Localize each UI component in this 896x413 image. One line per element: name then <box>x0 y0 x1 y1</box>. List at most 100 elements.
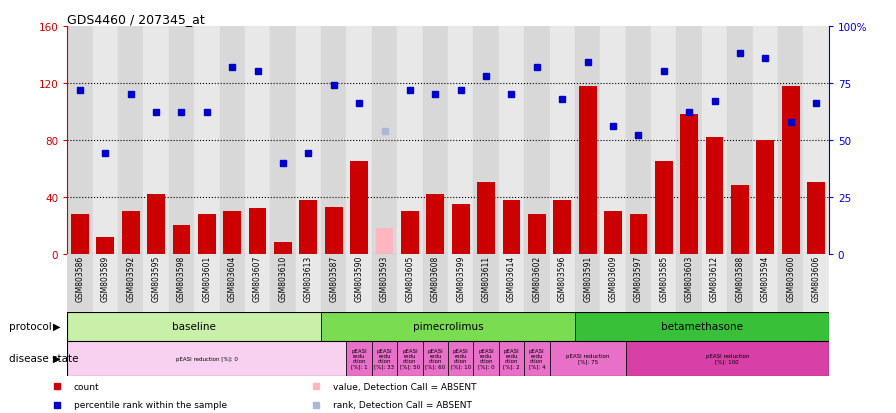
Bar <box>651 254 676 312</box>
Text: value, Detection Call = ABSENT: value, Detection Call = ABSENT <box>332 382 476 391</box>
Text: GSM803600: GSM803600 <box>786 255 796 301</box>
Text: GSM803587: GSM803587 <box>329 255 339 301</box>
Bar <box>372 27 397 254</box>
Bar <box>245 254 271 312</box>
Bar <box>676 27 702 254</box>
Bar <box>448 254 473 312</box>
Text: betamethasone: betamethasone <box>661 321 743 331</box>
Text: GSM803597: GSM803597 <box>633 255 643 301</box>
Bar <box>499 341 524 376</box>
Bar <box>448 341 473 376</box>
Bar <box>67 27 92 254</box>
Bar <box>554 200 571 254</box>
Bar <box>753 27 778 254</box>
Text: GSM803610: GSM803610 <box>279 255 288 301</box>
Bar <box>401 211 418 254</box>
Bar <box>168 254 194 312</box>
Bar <box>397 27 423 254</box>
Bar <box>753 254 778 312</box>
Bar <box>92 27 118 254</box>
Bar <box>499 254 524 312</box>
Text: ▶: ▶ <box>53 321 60 331</box>
Text: GSM803599: GSM803599 <box>456 255 465 301</box>
Bar <box>372 254 397 312</box>
Bar <box>728 254 753 312</box>
Text: pEASI reduction
[%]: 100: pEASI reduction [%]: 100 <box>705 353 749 363</box>
Text: pEASI
redu
ction
[%]: 50: pEASI redu ction [%]: 50 <box>400 348 420 369</box>
Bar <box>147 195 165 254</box>
Bar <box>524 341 549 376</box>
Bar <box>528 214 546 254</box>
Bar <box>804 27 829 254</box>
Bar <box>168 27 194 254</box>
Bar <box>397 341 423 376</box>
Bar <box>347 341 372 376</box>
Bar <box>579 86 597 254</box>
Bar <box>223 211 241 254</box>
Text: protocol: protocol <box>9 321 52 331</box>
Text: pEASI
redu
ction
[%]: 10: pEASI redu ction [%]: 10 <box>451 348 470 369</box>
Bar <box>97 237 114 254</box>
Bar <box>67 341 347 376</box>
Text: GSM803586: GSM803586 <box>75 255 84 301</box>
Bar <box>71 214 89 254</box>
Bar <box>782 86 799 254</box>
Bar <box>625 341 829 376</box>
Bar <box>321 27 347 254</box>
Text: GSM803603: GSM803603 <box>685 255 694 301</box>
Text: pimecrolimus: pimecrolimus <box>413 321 483 331</box>
Bar <box>118 27 143 254</box>
Bar <box>122 211 140 254</box>
Bar <box>651 27 676 254</box>
Bar <box>220 254 245 312</box>
Bar <box>807 183 825 254</box>
Bar <box>549 254 575 312</box>
Text: GSM803601: GSM803601 <box>202 255 211 301</box>
Text: GSM803607: GSM803607 <box>253 255 263 301</box>
Bar <box>706 138 723 254</box>
Bar <box>448 27 473 254</box>
Bar <box>575 27 600 254</box>
Bar <box>731 186 749 254</box>
Bar <box>728 27 753 254</box>
Bar <box>67 254 92 312</box>
Bar <box>372 341 397 376</box>
Text: rank, Detection Call = ABSENT: rank, Detection Call = ABSENT <box>332 400 471 409</box>
Bar <box>423 341 448 376</box>
Text: ▶: ▶ <box>53 353 60 363</box>
Bar <box>680 115 698 254</box>
Bar <box>625 254 651 312</box>
Bar <box>198 214 216 254</box>
Bar <box>194 27 220 254</box>
Text: GSM803609: GSM803609 <box>608 255 617 301</box>
Text: GSM803593: GSM803593 <box>380 255 389 301</box>
Text: pEASI reduction
[%]: 75: pEASI reduction [%]: 75 <box>566 353 609 363</box>
Bar <box>426 195 444 254</box>
Bar <box>549 27 575 254</box>
Bar <box>271 27 296 254</box>
Text: GSM803594: GSM803594 <box>761 255 770 301</box>
Bar <box>194 254 220 312</box>
Bar <box>347 254 372 312</box>
Text: pEASI
redu
ction
[%]: 4: pEASI redu ction [%]: 4 <box>529 348 545 369</box>
Bar <box>778 27 804 254</box>
Bar <box>676 254 702 312</box>
Bar <box>143 27 168 254</box>
Bar <box>503 200 521 254</box>
Text: GSM803612: GSM803612 <box>710 255 719 301</box>
Text: pEASI
redu
ction
[%]: 2: pEASI redu ction [%]: 2 <box>504 348 520 369</box>
Bar <box>220 27 245 254</box>
Text: pEASI
redu
ction
[%]: 60: pEASI redu ction [%]: 60 <box>426 348 445 369</box>
Bar <box>473 341 499 376</box>
Bar <box>245 27 271 254</box>
Text: GSM803592: GSM803592 <box>126 255 135 301</box>
Bar <box>423 27 448 254</box>
Text: GSM803605: GSM803605 <box>405 255 415 301</box>
Bar <box>249 209 266 254</box>
Text: GSM803602: GSM803602 <box>532 255 541 301</box>
Text: baseline: baseline <box>172 321 216 331</box>
Bar <box>375 228 393 254</box>
Bar <box>118 254 143 312</box>
Bar <box>67 312 321 341</box>
Bar <box>299 200 317 254</box>
